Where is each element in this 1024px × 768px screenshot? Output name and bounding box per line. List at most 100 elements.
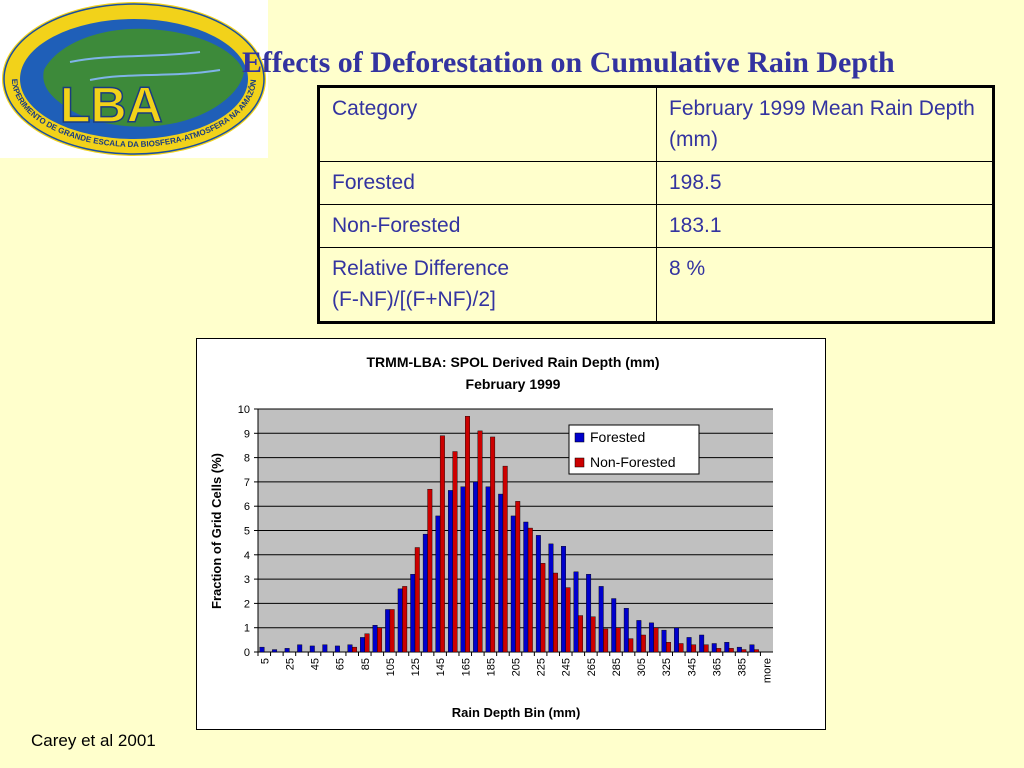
bar-forested [586, 574, 592, 653]
relative-difference-label: Relative Difference [332, 257, 510, 280]
legend-swatch-non-forested [574, 457, 585, 468]
bar-forested [561, 546, 566, 653]
bar-forested [309, 645, 315, 653]
bar-non-forested [753, 649, 759, 653]
bar-non-forested [452, 451, 458, 653]
bar-forested [598, 586, 604, 653]
bar-forested [347, 644, 353, 653]
bar-forested [473, 481, 479, 653]
bar-non-forested [640, 634, 646, 653]
x-axis-label: Rain Depth Bin (mm) [452, 705, 581, 720]
bar-forested [548, 543, 554, 653]
table-header-row: Category February 1999 Mean Rain Depth (… [318, 86, 994, 162]
bar-forested [372, 625, 378, 653]
chart-container: TRMM-LBA: SPOL Derived Rain Depth (mm) F… [196, 338, 826, 730]
lba-logo: LBA EXPERIMENTO DE GRANDE ESCALA DA BIOS… [0, 0, 268, 158]
y-tick-label: 9 [244, 428, 250, 440]
bar-non-forested [678, 643, 684, 653]
table-header-value: February 1999 Mean Rain Depth (mm) [656, 86, 994, 162]
bar-non-forested [377, 627, 383, 653]
table-row: Forested 198.5 [318, 161, 994, 205]
y-tick-label: 1 [244, 623, 250, 635]
bar-forested [322, 644, 328, 653]
y-tick-label: 10 [238, 404, 250, 416]
bar-non-forested [427, 488, 433, 653]
bar-non-forested [502, 465, 508, 653]
bar-forested [736, 646, 742, 653]
x-tick-label: 345 [686, 658, 698, 676]
legend-label-non-forested: Non-Forested [590, 454, 676, 470]
bar-forested [460, 486, 466, 653]
x-tick-label: 85 [360, 658, 372, 670]
y-axis-label: Fraction of Grid Cells (%) [209, 453, 224, 609]
x-tick-label: 25 [284, 658, 296, 670]
bar-non-forested [414, 547, 420, 653]
table-cell-label: Relative Difference (F-NF)/[(F+NF)/2] [318, 247, 657, 323]
chart-subtitle: February 1999 [466, 376, 561, 392]
citation: Carey et al 2001 [31, 731, 156, 750]
bar-forested [686, 637, 692, 653]
bar-forested [385, 609, 391, 653]
bar-forested [674, 627, 679, 653]
bar-non-forested [465, 416, 470, 653]
table-cell-value: 8 % [656, 247, 994, 323]
bar-non-forested [691, 644, 697, 653]
x-tick-label: 45 [310, 658, 322, 670]
bar-forested [711, 643, 717, 653]
y-tick-label: 3 [244, 574, 250, 586]
bar-forested [485, 486, 491, 653]
legend-swatch-forested [574, 432, 585, 443]
bar-non-forested [490, 436, 496, 653]
x-tick-label: 225 [536, 658, 548, 676]
bar-forested [648, 622, 654, 653]
bar-forested [611, 598, 617, 653]
bar-forested [297, 644, 303, 653]
x-tick-label: 385 [737, 658, 749, 676]
bar-non-forested [565, 587, 571, 653]
table-header-category: Category [318, 86, 657, 162]
bar-non-forested [741, 649, 747, 653]
table-cell-label: Forested [318, 161, 657, 205]
bar-forested [636, 620, 642, 653]
bar-forested [397, 588, 403, 653]
x-tick-label: 5 [259, 658, 271, 664]
bar-non-forested [628, 638, 634, 653]
x-tick-label: 185 [485, 658, 497, 676]
bar-non-forested [653, 627, 659, 653]
bar-forested [498, 493, 504, 653]
bar-forested [284, 648, 290, 653]
x-tick-label: 365 [711, 658, 723, 676]
bar-non-forested [615, 627, 621, 653]
legend-label-forested: Forested [590, 429, 645, 445]
bar-forested [259, 646, 265, 653]
table-cell-value: 198.5 [656, 161, 994, 205]
bar-forested [749, 644, 755, 653]
bar-forested [523, 521, 529, 653]
y-tick-label: 7 [244, 477, 250, 489]
bar-non-forested [389, 609, 395, 653]
y-tick-label: 8 [244, 453, 250, 465]
legend: Forested Non-Forested [568, 424, 700, 475]
bar-forested [623, 608, 629, 653]
chart-title: TRMM-LBA: SPOL Derived Rain Depth (mm) [367, 354, 660, 370]
slide-title: Effects of Deforestation on Cumulative R… [242, 46, 895, 79]
y-tick-label: 6 [244, 501, 250, 513]
bar-forested [422, 533, 428, 653]
x-tick-label: 205 [511, 658, 523, 676]
x-tick-label: more [762, 658, 774, 683]
bar-forested [435, 515, 441, 653]
x-tick-label: 245 [561, 658, 573, 676]
bar-non-forested [439, 435, 445, 653]
bar-forested [699, 634, 705, 653]
table-cell-value: 183.1 [656, 204, 994, 248]
bar-non-forested [552, 572, 558, 653]
bar-non-forested [666, 642, 671, 653]
y-tick-label: 5 [244, 526, 250, 538]
x-tick-label: 265 [586, 658, 598, 676]
bar-forested [510, 515, 516, 653]
bar-forested [724, 642, 730, 653]
bar-forested [272, 649, 278, 653]
x-tick-label: 65 [335, 658, 347, 670]
bar-forested [334, 645, 340, 653]
bar-non-forested [590, 616, 596, 653]
